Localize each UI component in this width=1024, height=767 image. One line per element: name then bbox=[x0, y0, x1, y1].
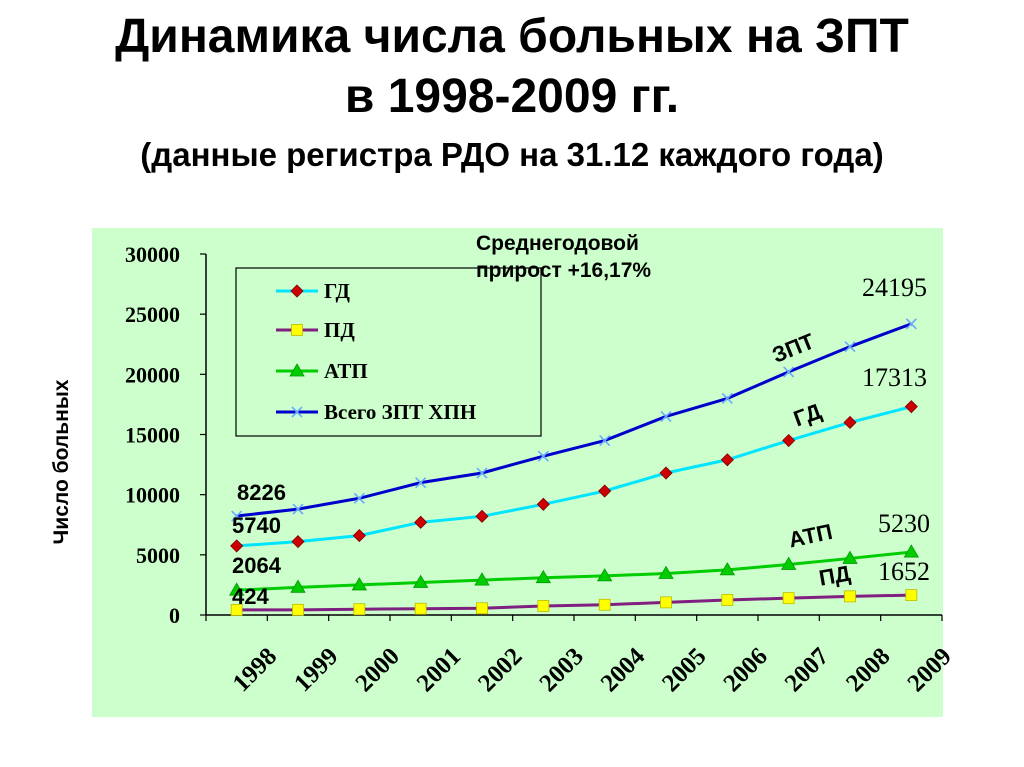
legend-label: ГД bbox=[324, 279, 351, 303]
y-tick-label: 15000 bbox=[125, 423, 180, 448]
start-value-label: 5740 bbox=[232, 513, 281, 538]
data-point bbox=[537, 450, 549, 462]
plot-background bbox=[92, 228, 943, 717]
data-point bbox=[353, 603, 366, 616]
data-point bbox=[292, 603, 304, 616]
data-point bbox=[231, 510, 243, 522]
series-line bbox=[236, 593, 912, 612]
data-point bbox=[290, 579, 306, 593]
data-point bbox=[598, 598, 611, 611]
data-point bbox=[843, 415, 857, 430]
series-layer bbox=[228, 318, 920, 616]
series-1 bbox=[230, 589, 918, 616]
data-point bbox=[904, 400, 918, 414]
data-point bbox=[720, 453, 734, 467]
data-point bbox=[351, 577, 368, 591]
y-tick-label: 0 bbox=[169, 603, 180, 628]
data-point bbox=[476, 602, 488, 615]
data-point bbox=[292, 503, 304, 515]
series-0 bbox=[230, 400, 918, 553]
legend: ГД ПД АТП Всего ЗПТ ХПН bbox=[235, 267, 542, 437]
data-point bbox=[414, 515, 428, 529]
end-value-label: 24195 bbox=[862, 273, 927, 302]
data-point bbox=[844, 341, 856, 353]
data-point bbox=[903, 544, 920, 558]
growth-annotation: Среднегодовой прирост +16,17% bbox=[476, 232, 651, 282]
data-point bbox=[352, 529, 366, 543]
series-2 bbox=[228, 544, 920, 596]
end-value-label: 17313 bbox=[862, 363, 927, 392]
series-tag: ПД bbox=[817, 561, 853, 591]
data-point bbox=[659, 466, 673, 480]
legend-marker bbox=[291, 324, 303, 336]
y-tick-label: 25000 bbox=[125, 302, 180, 327]
start-value-label: 8226 bbox=[237, 480, 286, 505]
data-point bbox=[474, 572, 490, 586]
data-point bbox=[230, 539, 244, 553]
data-point bbox=[353, 492, 365, 504]
legend-marker bbox=[290, 284, 304, 298]
data-point bbox=[537, 600, 550, 612]
data-point bbox=[658, 565, 674, 579]
y-tick-label: 30000 bbox=[125, 242, 180, 267]
series-line bbox=[236, 322, 912, 518]
data-point bbox=[476, 467, 488, 479]
legend-label: Всего ЗПТ ХПН bbox=[324, 400, 476, 424]
data-point bbox=[230, 603, 243, 616]
growth-annotation-line1: Среднегодовой bbox=[476, 232, 639, 255]
legend-label: АТП bbox=[324, 359, 368, 383]
data-point bbox=[599, 434, 611, 447]
data-point bbox=[783, 366, 795, 378]
series-3 bbox=[231, 318, 917, 522]
y-axis: 0 5000 10000 15000 20000 25000 30000 bbox=[125, 242, 207, 628]
data-point bbox=[475, 509, 489, 523]
y-tick-label: 10000 bbox=[125, 483, 180, 508]
data-point bbox=[660, 596, 672, 609]
data-point bbox=[842, 550, 858, 564]
growth-annotation-line2: прирост +16,17% bbox=[476, 259, 651, 282]
data-point bbox=[291, 535, 305, 549]
end-value-label: 1652 bbox=[878, 557, 930, 586]
data-point bbox=[780, 556, 797, 570]
start-value-label: 2064 bbox=[232, 553, 282, 578]
data-point bbox=[415, 477, 427, 489]
data-point bbox=[721, 392, 733, 404]
legend-box bbox=[235, 267, 542, 437]
y-tick-label: 20000 bbox=[125, 362, 180, 387]
series-line bbox=[236, 550, 912, 592]
legend-label: ПД bbox=[324, 318, 355, 342]
series-line bbox=[236, 405, 912, 548]
data-point bbox=[719, 562, 736, 576]
data-point bbox=[844, 590, 856, 603]
data-point bbox=[228, 582, 245, 596]
data-point bbox=[782, 433, 796, 448]
slide-title-line2: в 1998-2009 гг. bbox=[344, 70, 680, 123]
data-point bbox=[536, 497, 550, 511]
legend-marker bbox=[291, 406, 303, 418]
slide-title-line1: Динамика числа больных на ЗПТ bbox=[115, 10, 909, 63]
data-point bbox=[412, 574, 429, 588]
y-tick-label: 5000 bbox=[136, 543, 180, 568]
slide-subtitle: (данные регистра РДО на 31.12 каждого го… bbox=[140, 136, 884, 173]
legend-marker bbox=[289, 363, 305, 377]
data-point bbox=[598, 484, 612, 498]
data-point bbox=[596, 568, 613, 582]
start-value-label: 424 bbox=[232, 584, 269, 609]
end-value-label: 5230 bbox=[878, 509, 930, 538]
data-point bbox=[905, 318, 917, 330]
data-point bbox=[905, 589, 918, 602]
y-axis-label: Число больных bbox=[50, 379, 73, 544]
data-point bbox=[535, 569, 552, 584]
data-point bbox=[414, 602, 427, 615]
data-point bbox=[782, 592, 795, 605]
data-point bbox=[721, 594, 734, 606]
data-point bbox=[660, 410, 672, 423]
